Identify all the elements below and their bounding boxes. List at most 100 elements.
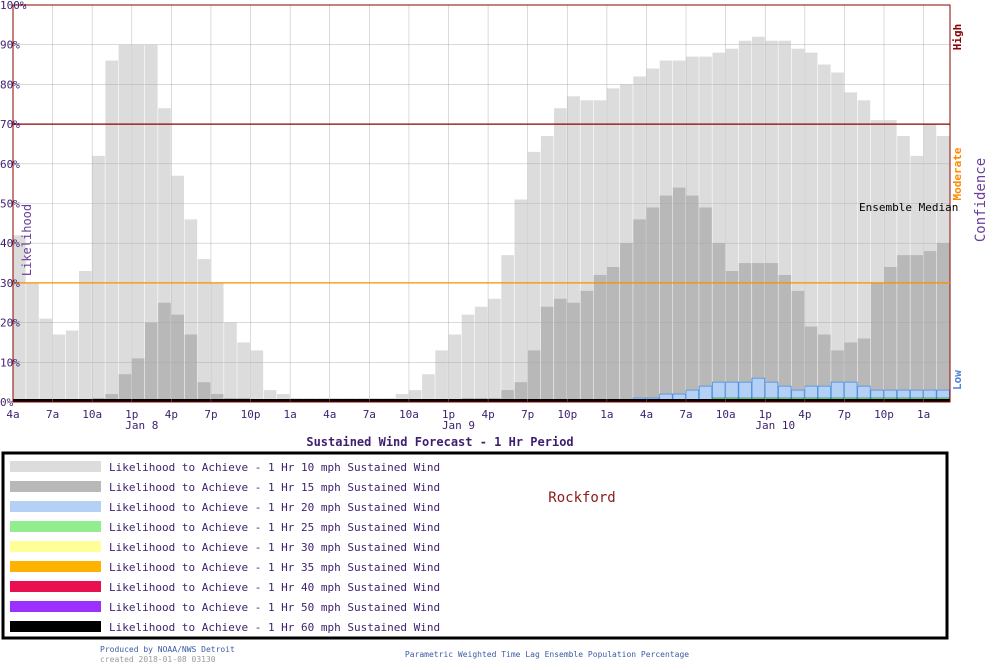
bar-s1-h14 xyxy=(197,259,211,402)
bar-s2-h57 xyxy=(765,263,778,402)
bar-s1-h35 xyxy=(474,306,488,402)
y-tick-50: 50% xyxy=(0,198,20,211)
location-label: Rockford xyxy=(548,490,615,506)
bar-s2-h51 xyxy=(686,195,699,402)
bar-s1-h31 xyxy=(422,374,435,402)
x-tick-10: 10a xyxy=(399,408,419,421)
bar-s2-h13 xyxy=(184,334,198,402)
bar-s2-h49 xyxy=(659,195,673,402)
bar-s1-h19 xyxy=(263,390,277,402)
x-tick-18: 10a xyxy=(716,408,736,421)
legend-box xyxy=(1,451,949,640)
legend-swatch-8 xyxy=(10,601,101,612)
y-tick-0: 0% xyxy=(0,396,14,409)
bar-s2-h43 xyxy=(580,290,594,402)
legend-label-7: Likelihood to Achieve - 1 Hr 40 mph Sust… xyxy=(109,581,440,594)
bar-s2-h59 xyxy=(791,290,805,402)
legend-label-8: Likelihood to Achieve - 1 Hr 50 mph Sust… xyxy=(109,601,440,614)
bar-s1-h15 xyxy=(210,282,224,402)
x-tick-2: 10a xyxy=(82,408,102,421)
x-tick-9: 7a xyxy=(363,408,376,421)
y-tick-20: 20% xyxy=(0,317,20,330)
bar-s2-h58 xyxy=(778,274,792,402)
legend-swatch-7 xyxy=(10,581,101,592)
bar-s2-h15 xyxy=(210,394,224,402)
legend-label-2: Likelihood to Achieve - 1 Hr 15 mph Sust… xyxy=(109,481,440,494)
bar-s1-h63 xyxy=(844,92,858,402)
bar-s2-h65 xyxy=(870,282,884,402)
bar-s2-h44 xyxy=(593,274,607,402)
chart-title: Sustained Wind Forecast - 1 Hr Period xyxy=(306,435,573,449)
bar-s1-h36 xyxy=(488,298,501,402)
x-tick-20: 4p xyxy=(798,408,811,421)
x-tick-8: 4a xyxy=(323,408,336,421)
bar-s2-h69 xyxy=(923,251,937,402)
y-axis-label: Likelihood xyxy=(20,204,34,276)
bar-s2-h54 xyxy=(725,270,739,402)
x-tick-21: 7p xyxy=(838,408,851,421)
bar-s2-h41 xyxy=(554,298,567,402)
bar-s1-h37 xyxy=(501,255,514,402)
legend-swatch-3 xyxy=(10,501,101,512)
y-tick-90: 90% xyxy=(0,39,20,52)
bar-s2-h55 xyxy=(738,263,752,402)
bar-s2-h11 xyxy=(158,302,171,402)
bar-s1-h1 xyxy=(26,282,39,402)
plot-frame xyxy=(12,4,951,403)
legend-label-1: Likelihood to Achieve - 1 Hr 10 mph Sust… xyxy=(109,461,440,474)
bar-s2-h14 xyxy=(197,382,211,402)
x-tick-17: 7a xyxy=(679,408,692,421)
bar-s1-h6 xyxy=(92,155,105,402)
credit-line-1: Produced by NOAA/NWS Detroit xyxy=(100,645,235,654)
x-tick-15: 1a xyxy=(600,408,613,421)
bar-s1-h10 xyxy=(144,44,158,402)
y-axis: 0% 10% 20% 30% 40% 50% 60% 70% 80% 90% 100% xyxy=(0,0,27,409)
legend-swatch-5 xyxy=(10,541,101,552)
x-tick-0: 4a xyxy=(6,408,19,421)
confidence-label-high: High xyxy=(951,24,964,51)
bar-s1-h9 xyxy=(131,44,145,402)
confidence-lines xyxy=(13,123,950,284)
series-2 xyxy=(92,187,950,402)
confidence-label-moderate: Moderate xyxy=(951,147,964,200)
y-tick-10: 10% xyxy=(0,356,20,369)
bar-s1-h0 xyxy=(13,235,26,402)
y-tick-80: 80% xyxy=(0,78,20,91)
bar-s1-h64 xyxy=(857,100,871,402)
bar-s2-h61 xyxy=(818,334,831,402)
x-tick-7: 1a xyxy=(284,408,297,421)
bar-s1-h39 xyxy=(527,151,541,402)
x-tick-11: 1p xyxy=(442,408,455,421)
x-axis: 4a 7a 10a 1p 4p 7p 10p 1a 4a 7a 10a 1p 4p 7p 10p 1a 4a 7a… xyxy=(6,408,930,432)
y-tick-70: 70% xyxy=(0,118,20,131)
bar-s2-h56 xyxy=(752,263,765,402)
x-tick-13: 7p xyxy=(521,408,534,421)
bar-s2-h67 xyxy=(897,255,910,402)
confidence-label: Confidence xyxy=(973,158,989,242)
legend-label-5: Likelihood to Achieve - 1 Hr 30 mph Sust… xyxy=(109,541,440,554)
bar-s1-h38 xyxy=(514,199,528,402)
bar-s1-h34 xyxy=(461,314,475,402)
bar-s1-h8 xyxy=(118,44,132,402)
y-tick-100: 100% xyxy=(0,0,27,12)
bar-s1-h20 xyxy=(276,394,290,402)
legend-swatch-9 xyxy=(10,621,101,632)
legend-swatch-6 xyxy=(10,561,101,572)
bar-s1-h32 xyxy=(435,350,448,402)
bar-s2-h60 xyxy=(804,326,818,402)
x-tick-6: 10p xyxy=(241,408,261,421)
bar-s2-h48 xyxy=(646,207,660,402)
x-tick-3: 1p xyxy=(125,408,138,421)
x-tick-14: 10p xyxy=(557,408,577,421)
ensemble-median-annotation: Ensemble Median xyxy=(859,201,958,214)
bar-s2-h9 xyxy=(131,358,145,402)
bar-s1-h62 xyxy=(831,72,844,403)
legend: Likelihood to Achieve - 1 Hr 10 mph Sust… xyxy=(10,461,440,634)
bar-s2-h38 xyxy=(514,382,528,402)
y-tick-60: 60% xyxy=(0,158,20,171)
gridlines xyxy=(12,4,951,403)
day-label-2: Jan 10 xyxy=(755,419,795,432)
x-tick-12: 4p xyxy=(481,408,494,421)
day-label-0: Jan 8 xyxy=(125,419,158,432)
